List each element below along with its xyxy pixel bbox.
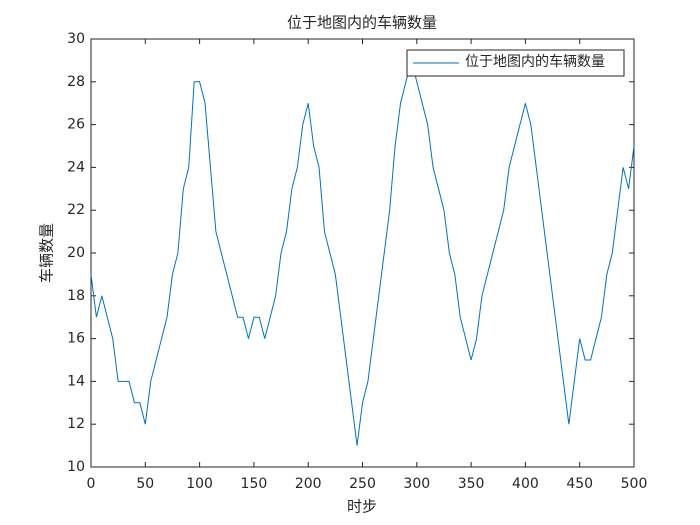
plot-area — [90, 38, 635, 468]
y-tick-label: 30 — [67, 31, 85, 47]
x-tick-label: 200 — [295, 476, 322, 492]
y-tick-label: 26 — [67, 117, 85, 133]
x-tick-label: 150 — [241, 476, 268, 492]
y-tick-label: 20 — [67, 245, 85, 261]
chart-title: 位于地图内的车辆数量 — [287, 14, 437, 31]
x-axis-label: 时步 — [347, 498, 377, 515]
legend-label: 位于地图内的车辆数量 — [465, 53, 605, 70]
y-tick-label: 18 — [67, 288, 85, 304]
x-tick-label: 100 — [186, 476, 213, 492]
y-tick-label: 16 — [67, 331, 85, 347]
x-tick-label: 350 — [458, 476, 485, 492]
x-tick-label: 450 — [566, 476, 593, 492]
x-tick-label: 250 — [349, 476, 376, 492]
y-tick-label: 12 — [67, 416, 85, 432]
data-line — [90, 60, 635, 446]
x-tick-label: 400 — [512, 476, 539, 492]
x-tick-label: 0 — [87, 476, 96, 492]
x-tick-label: 300 — [403, 476, 430, 492]
y-axis-label: 车辆数量 — [38, 223, 55, 283]
y-tick-label: 28 — [67, 74, 85, 90]
x-tick-label: 500 — [621, 476, 648, 492]
x-tick-label: 50 — [136, 476, 154, 492]
y-tick-label: 24 — [67, 159, 85, 175]
y-tick-label: 10 — [67, 459, 85, 475]
y-tick-label: 22 — [67, 202, 85, 218]
y-tick-label: 14 — [67, 373, 85, 389]
